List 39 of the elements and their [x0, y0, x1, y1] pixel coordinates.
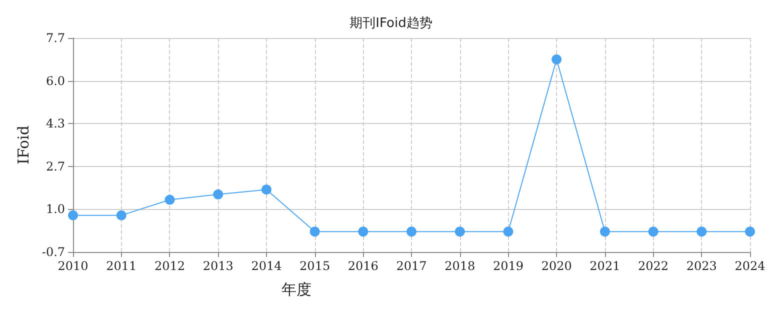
x-tick-label: 2012	[154, 259, 186, 273]
point	[696, 226, 707, 237]
x-tick-label: 2024	[734, 259, 766, 273]
point	[648, 226, 658, 237]
x-tick-label: 2017	[396, 259, 427, 273]
x-tick-label: 2015	[300, 259, 330, 273]
y-tick-label: 4.3	[46, 116, 66, 131]
x-tick-label: 2022	[638, 259, 669, 273]
point	[503, 226, 514, 237]
point	[358, 226, 368, 237]
point	[310, 226, 320, 237]
y-tick-label: 1.0	[46, 202, 66, 216]
point	[261, 184, 272, 195]
y-tick-label: -0.7	[42, 245, 66, 259]
y-tick-label: 6.0	[46, 74, 66, 88]
point	[745, 226, 755, 237]
x-tick-label: 2019	[492, 259, 524, 273]
point	[68, 210, 78, 220]
point	[164, 194, 175, 205]
x-tick-label: 2010	[58, 259, 88, 273]
x-tick-label: 2013	[202, 259, 234, 273]
x-tick-label: 2020	[541, 259, 572, 273]
point	[454, 226, 465, 237]
x-tick-label: 2023	[686, 259, 717, 273]
y-tick-label: 7.7	[46, 31, 66, 45]
point	[116, 210, 126, 220]
chart-title: 期刊IFoid趋势	[350, 16, 432, 31]
x-tick-label: 2011	[106, 259, 137, 273]
point	[213, 189, 224, 200]
x-tick-label: 2021	[590, 259, 620, 273]
x-tick-label: 2018	[444, 259, 476, 273]
point	[406, 226, 417, 237]
y-tick-label: 2.7	[46, 159, 66, 174]
point	[600, 226, 610, 237]
x-axis-title: 年度	[282, 280, 312, 298]
y-axis-title: IFoid	[14, 125, 32, 164]
x-tick-label: 2016	[348, 259, 378, 273]
x-tick-label: 2014	[251, 259, 282, 273]
point	[552, 54, 562, 64]
